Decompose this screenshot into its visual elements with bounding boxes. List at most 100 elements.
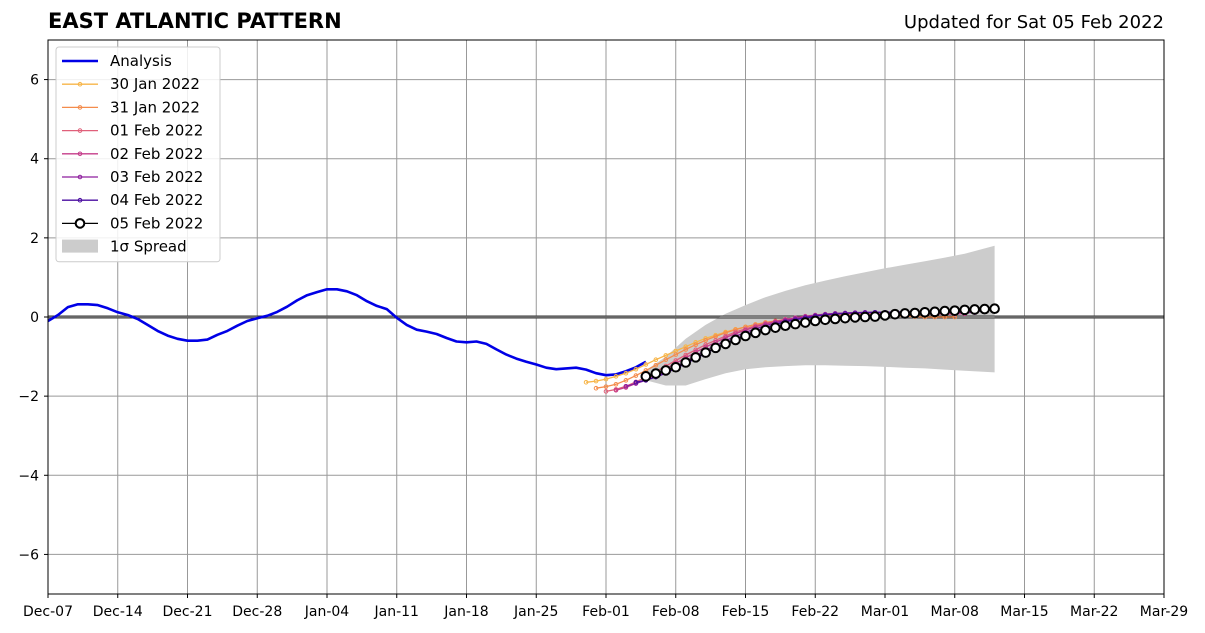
legend-label: Analysis (110, 52, 172, 70)
x-tick-label: Mar-01 (861, 604, 909, 620)
latest-forecast-point (750, 327, 761, 339)
latest-forecast-point (959, 304, 971, 316)
legend-swatch (62, 239, 98, 253)
latest-forecast-point (929, 306, 941, 318)
y-tick-label: 0 (30, 310, 39, 326)
latest-forecast-point (839, 312, 851, 324)
latest-forecast-point (829, 313, 841, 325)
x-tick-label: Dec-21 (163, 604, 213, 620)
y-tick-label: −2 (18, 389, 39, 405)
latest-forecast-point (969, 304, 980, 315)
y-tick-label: 6 (30, 73, 39, 89)
latest-forecast-point (650, 368, 662, 379)
latest-forecast-point (909, 307, 921, 319)
forecast-point (663, 357, 669, 363)
legend-marker (77, 151, 83, 157)
x-tick-label: Feb-15 (722, 604, 770, 620)
x-tick-label: Mar-15 (1000, 604, 1048, 620)
legend-marker (77, 81, 83, 87)
legend-item: Analysis (62, 52, 172, 70)
latest-forecast-point (640, 371, 652, 382)
latest-forecast-point (939, 305, 951, 317)
latest-forecast-point (949, 305, 961, 316)
legend-item: 05 Feb 2022 (62, 214, 203, 232)
forecast-point (603, 389, 609, 394)
latest-forecast-point (680, 357, 692, 368)
forecast-point (623, 370, 629, 376)
analysis-line (47, 287, 647, 377)
legend-label: 05 Feb 2022 (110, 214, 203, 232)
legend-item: 31 Jan 2022 (62, 98, 200, 116)
forecast-point (653, 357, 659, 363)
forecast-point (623, 383, 629, 389)
forecast-point (633, 366, 639, 372)
series-layer (47, 287, 1000, 394)
legend-label: 03 Feb 2022 (110, 168, 203, 186)
forecast-point (583, 379, 589, 385)
forecast-point (593, 385, 599, 391)
forecast-point (603, 384, 609, 389)
forecast-point (613, 387, 619, 393)
x-tick-label: Dec-07 (23, 604, 73, 620)
latest-forecast-point (989, 303, 1000, 314)
latest-forecast-point (760, 324, 771, 336)
forecast-point (683, 347, 689, 352)
forecast-point (693, 342, 698, 348)
x-tick-label: Feb-01 (582, 604, 630, 620)
y-tick-label: 4 (30, 152, 39, 168)
latest-forecast-point (899, 308, 911, 319)
forecast-point (683, 344, 689, 349)
forecast-point (633, 373, 639, 378)
y-tick-label: 2 (30, 231, 39, 247)
x-tick-label: Dec-14 (93, 604, 143, 620)
latest-forecast-point (770, 322, 781, 333)
latest-forecast-point (780, 320, 791, 332)
forecast-point (643, 362, 649, 367)
latest-forecast-point (740, 330, 751, 342)
zero-line-layer (48, 315, 1164, 319)
legend-marker (77, 174, 83, 180)
x-tick-label: Jan-11 (374, 604, 419, 620)
latest-forecast-point (730, 334, 741, 346)
forecast-point (633, 379, 639, 385)
latest-forecast-point (700, 347, 711, 358)
x-tick-label: Feb-22 (791, 604, 839, 620)
forecast-point (593, 378, 599, 384)
legend-label: 01 Feb 2022 (110, 122, 203, 140)
x-tick-label: Mar-29 (1140, 604, 1188, 620)
y-tick-label: −6 (18, 547, 39, 563)
forecast-point (623, 378, 629, 383)
latest-forecast-point (889, 308, 901, 320)
latest-forecast-point (790, 318, 801, 330)
legend-item: 1σ Spread (62, 238, 187, 256)
x-tick-label: Mar-22 (1070, 604, 1118, 620)
latest-forecast-point (919, 306, 931, 318)
x-tick-label: Jan-18 (443, 604, 488, 620)
legend-item: 02 Feb 2022 (62, 145, 203, 163)
legend-item: 30 Jan 2022 (62, 75, 200, 93)
legend-marker (77, 197, 83, 203)
latest-forecast-point (809, 315, 821, 327)
latest-forecast-point (660, 365, 672, 376)
latest-forecast-point (670, 361, 682, 373)
latest-forecast-point (859, 311, 871, 323)
legend: Analysis 30 Jan 2022 31 Jan 2022 01 Feb 202… (55, 46, 221, 263)
forecast-point (613, 381, 619, 387)
latest-forecast-point (879, 310, 891, 321)
axis-layer: Dec-07 Dec-14 Dec-21 Dec-28 Jan-04 Jan-11 Jan-… (18, 73, 1188, 620)
forecast-point (603, 376, 609, 382)
legend-label: 02 Feb 2022 (110, 145, 203, 163)
x-tick-label: Mar-08 (931, 604, 979, 620)
x-tick-label: Jan-04 (304, 604, 350, 620)
y-tick-label: −4 (18, 468, 39, 484)
x-tick-label: Dec-28 (232, 604, 282, 620)
legend-item: 01 Feb 2022 (62, 122, 203, 140)
updated-date: Updated for Sat 05 Feb 2022 (903, 12, 1164, 33)
legend-label: 31 Jan 2022 (110, 98, 200, 116)
legend-marker (77, 105, 83, 110)
latest-forecast-point (869, 311, 881, 322)
forecast-point (663, 353, 669, 358)
legend-marker (74, 218, 86, 229)
legend-item: 03 Feb 2022 (62, 168, 203, 186)
